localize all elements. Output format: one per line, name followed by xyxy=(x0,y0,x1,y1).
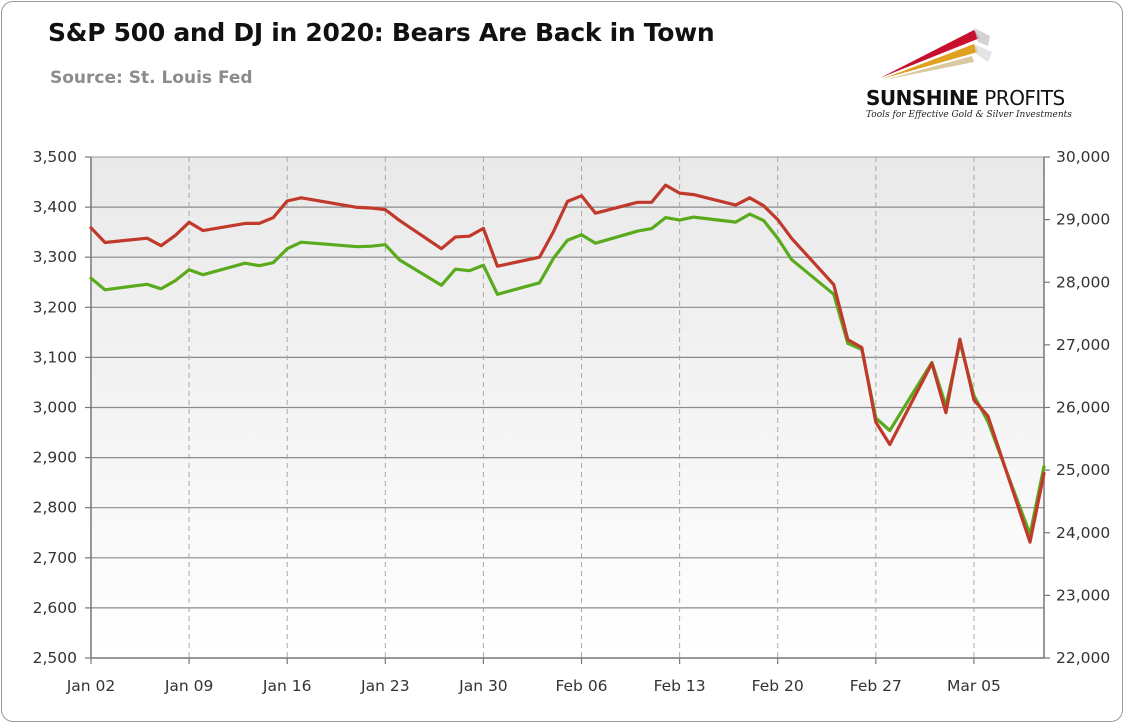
series-lines xyxy=(89,183,1046,544)
x-axis-tick-labels: Jan 02 Jan 09 Jan 16 Jan 23 Jan 30 Feb 06 Feb … xyxy=(66,658,1001,695)
right-tick-label: 30,000 xyxy=(1056,148,1110,166)
sp500-series-line xyxy=(89,212,1046,536)
left-tick-label: 3,500 xyxy=(33,148,77,166)
x-tick-label: Feb 27 xyxy=(850,677,902,695)
right-tick-label: 22,000 xyxy=(1056,649,1110,667)
right-tick-label: 24,000 xyxy=(1056,524,1110,542)
x-tick-label: Jan 16 xyxy=(262,677,312,695)
left-tick-label: 3,000 xyxy=(33,399,77,417)
right-tick-label: 25,000 xyxy=(1056,461,1110,479)
sunshine-rays-icon xyxy=(880,28,992,80)
x-tick-label: Jan 02 xyxy=(66,677,116,695)
left-tick-label: 2,600 xyxy=(33,599,77,617)
x-tick-label: Feb 13 xyxy=(654,677,706,695)
left-tick-label: 2,500 xyxy=(33,649,77,667)
x-tick-label: Jan 30 xyxy=(458,677,508,695)
sunshine-profits-logo: SUNSHINE PROFITS Tools for Effective Gol… xyxy=(862,24,1087,124)
left-tick-label: 3,100 xyxy=(33,348,77,366)
x-tick-label: Feb 06 xyxy=(555,677,607,695)
right-tick-label: 26,000 xyxy=(1056,399,1110,417)
chart-source: Source: St. Louis Fed xyxy=(50,68,253,88)
left-tick-label: 3,300 xyxy=(33,248,77,266)
left-tick-label: 3,400 xyxy=(33,198,77,216)
x-tick-label: Mar 05 xyxy=(947,677,1001,695)
right-axis-tick-labels: 22,000 23,000 24,000 25,000 26,000 27,000 28,0… xyxy=(1044,148,1110,667)
horizontal-gridlines xyxy=(91,206,1044,609)
x-tick-label: Feb 20 xyxy=(752,677,804,695)
logo-tagline: Tools for Effective Gold & Silver Invest… xyxy=(866,110,1072,120)
x-tick-label: Jan 09 xyxy=(164,677,214,695)
logo-name-bold: SUNSHINE xyxy=(866,86,979,110)
left-tick-label: 2,800 xyxy=(33,499,77,517)
right-tick-label: 28,000 xyxy=(1056,273,1110,291)
logo-name: SUNSHINE PROFITS xyxy=(866,86,1065,110)
x-tick-label: Jan 23 xyxy=(360,677,410,695)
chart-title: S&P 500 and DJ in 2020: Bears Are Back i… xyxy=(48,18,715,47)
left-tick-label: 2,700 xyxy=(33,549,77,567)
right-tick-label: 29,000 xyxy=(1056,211,1110,229)
left-tick-label: 3,200 xyxy=(33,298,77,316)
dj-series-line xyxy=(89,183,1046,544)
right-tick-label: 27,000 xyxy=(1056,336,1110,354)
right-tick-label: 23,000 xyxy=(1056,586,1110,604)
left-axis-tick-labels: 2,500 2,600 2,700 2,800 2,900 3,000 3,100 3,200… xyxy=(33,148,91,667)
left-tick-label: 2,900 xyxy=(33,449,77,467)
logo-name-light: PROFITS xyxy=(978,86,1065,110)
